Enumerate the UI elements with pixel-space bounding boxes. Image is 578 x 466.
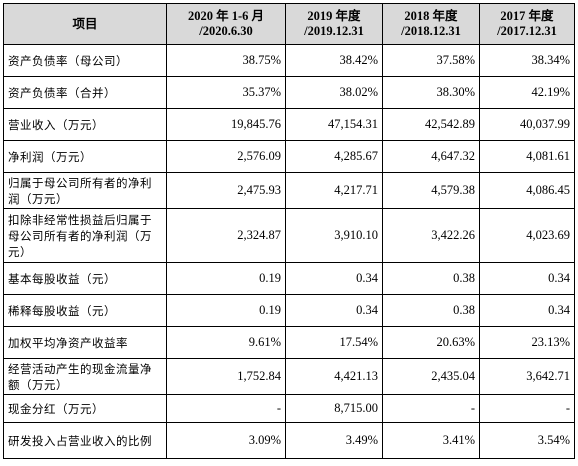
row-value: 3,422.26 xyxy=(382,208,480,263)
row-value: 3.54% xyxy=(479,422,575,459)
row-value: 3.09% xyxy=(166,422,286,459)
row-value: 4,217.71 xyxy=(285,172,383,209)
row-value: 0.19 xyxy=(166,294,286,327)
row-value: 38.34% xyxy=(479,44,575,77)
row-value: 4,081.61 xyxy=(479,140,575,173)
row-value: 47,154.31 xyxy=(285,108,383,141)
row-value: 3.41% xyxy=(382,422,480,459)
row-value: 37.58% xyxy=(382,44,480,77)
row-value: 40,037.99 xyxy=(479,108,575,141)
table-row: 研发投入占营业收入的比例 3.09% 3.49% 3.41% 3.54% xyxy=(3,422,575,459)
row-label: 研发投入占营业收入的比例 xyxy=(3,422,167,459)
header-period-date: /2017.12.31 xyxy=(497,24,557,38)
header-period-label: 2018 年度 xyxy=(404,9,458,23)
header-period-label: 2019 年度 xyxy=(307,9,361,23)
header-item: 项目 xyxy=(3,3,167,45)
row-value: 38.02% xyxy=(285,76,383,109)
table-row: 营业收入（万元） 19,845.76 47,154.31 42,542.89 4… xyxy=(3,108,575,141)
row-value: 17.54% xyxy=(285,326,383,359)
row-value: 2,576.09 xyxy=(166,140,286,173)
row-value: 0.34 xyxy=(479,262,575,295)
row-label: 经营活动产生的现金流量净额（万元） xyxy=(3,358,167,395)
header-period: 2017 年度 /2017.12.31 xyxy=(479,3,575,45)
row-value: - xyxy=(479,394,575,423)
header-period-date: /2018.12.31 xyxy=(401,24,461,38)
table-row: 资产负债率（合并） 35.37% 38.02% 38.30% 42.19% xyxy=(3,76,575,109)
row-value: 23.13% xyxy=(479,326,575,359)
row-value: 38.30% xyxy=(382,76,480,109)
header-period: 2018 年度 /2018.12.31 xyxy=(382,3,480,45)
row-label: 资产负债率（合并） xyxy=(3,76,167,109)
row-value: 4,579.38 xyxy=(382,172,480,209)
row-value: 20.63% xyxy=(382,326,480,359)
header-period-date: /2019.12.31 xyxy=(304,24,364,38)
row-value: 0.34 xyxy=(285,294,383,327)
row-value: 42,542.89 xyxy=(382,108,480,141)
row-value: 4,086.45 xyxy=(479,172,575,209)
row-value: 1,752.84 xyxy=(166,358,286,395)
row-value: 0.19 xyxy=(166,262,286,295)
row-value: 4,023.69 xyxy=(479,208,575,263)
row-value: 19,845.76 xyxy=(166,108,286,141)
row-value: 3,910.10 xyxy=(285,208,383,263)
header-period-label: 2017 年度 xyxy=(500,9,554,23)
row-value: 42.19% xyxy=(479,76,575,109)
row-value: 38.75% xyxy=(166,44,286,77)
row-label: 基本每股收益（元） xyxy=(3,262,167,295)
row-value: 0.38 xyxy=(382,262,480,295)
row-value: 2,475.93 xyxy=(166,172,286,209)
row-label: 营业收入（万元） xyxy=(3,108,167,141)
table-row: 资产负债率（母公司） 38.75% 38.42% 37.58% 38.34% xyxy=(3,44,575,77)
row-value: 3.49% xyxy=(285,422,383,459)
table-row: 归属于母公司所有者的净利润（万元） 2,475.93 4,217.71 4,57… xyxy=(3,172,575,209)
row-value: 9.61% xyxy=(166,326,286,359)
table-row: 基本每股收益（元） 0.19 0.34 0.38 0.34 xyxy=(3,262,575,295)
row-value: 4,647.32 xyxy=(382,140,480,173)
row-label: 净利润（万元） xyxy=(3,140,167,173)
row-value: 8,715.00 xyxy=(285,394,383,423)
row-value: 4,421.13 xyxy=(285,358,383,395)
header-period: 2019 年度 /2019.12.31 xyxy=(285,3,383,45)
row-value: 4,285.67 xyxy=(285,140,383,173)
row-value: 0.34 xyxy=(479,294,575,327)
header-period-label: 2020 年 1-6 月 xyxy=(187,9,265,23)
row-value: 0.38 xyxy=(382,294,480,327)
row-value: - xyxy=(382,394,480,423)
table-row: 扣除非经常性损益后归属于母公司所有者的净利润（万元） 2,324.87 3,91… xyxy=(3,208,575,263)
row-value: 2,324.87 xyxy=(166,208,286,263)
row-label: 稀释每股收益（元） xyxy=(3,294,167,327)
table-row: 稀释每股收益（元） 0.19 0.34 0.38 0.34 xyxy=(3,294,575,327)
row-value: - xyxy=(166,394,286,423)
table-row: 净利润（万元） 2,576.09 4,285.67 4,647.32 4,081… xyxy=(3,140,575,173)
row-label: 扣除非经常性损益后归属于母公司所有者的净利润（万元） xyxy=(3,208,167,263)
table-row: 经营活动产生的现金流量净额（万元） 1,752.84 4,421.13 2,43… xyxy=(3,358,575,395)
row-label: 归属于母公司所有者的净利润（万元） xyxy=(3,172,167,209)
row-label: 加权平均净资产收益率 xyxy=(3,326,167,359)
row-label: 现金分红（万元） xyxy=(3,394,167,423)
row-value: 35.37% xyxy=(166,76,286,109)
row-value: 2,435.04 xyxy=(382,358,480,395)
table-header-row: 项目 2020 年 1-6 月 /2020.6.30 2019 年度 /2019… xyxy=(3,3,575,45)
row-label: 资产负债率（母公司） xyxy=(3,44,167,77)
row-value: 3,642.71 xyxy=(479,358,575,395)
table-row: 现金分红（万元） - 8,715.00 - - xyxy=(3,394,575,423)
financial-indicators-table: 项目 2020 年 1-6 月 /2020.6.30 2019 年度 /2019… xyxy=(3,3,575,459)
row-value: 38.42% xyxy=(285,44,383,77)
table-row: 加权平均净资产收益率 9.61% 17.54% 20.63% 23.13% xyxy=(3,326,575,359)
header-period-date: /2020.6.30 xyxy=(199,24,253,38)
header-period: 2020 年 1-6 月 /2020.6.30 xyxy=(166,3,286,45)
row-value: 0.34 xyxy=(285,262,383,295)
financial-table-container: 项目 2020 年 1-6 月 /2020.6.30 2019 年度 /2019… xyxy=(3,3,575,459)
